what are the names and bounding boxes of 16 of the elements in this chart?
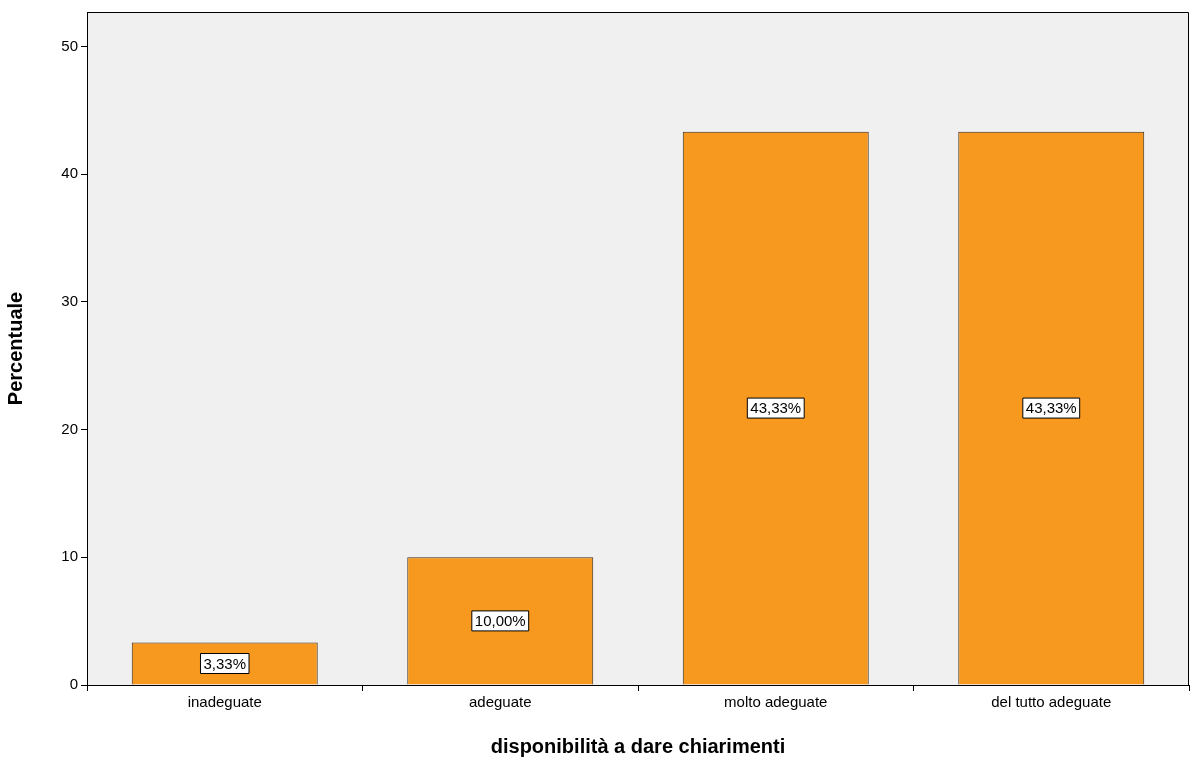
data-label: 3,33% — [203, 654, 247, 672]
y-tick-label: 0 — [69, 675, 78, 693]
y-tick-label: 30 — [61, 292, 78, 310]
x-tick-label: molto adeguate — [724, 693, 828, 711]
x-tick-label: adeguate — [468, 693, 532, 711]
y-tick-label: 50 — [61, 36, 78, 54]
data-label: 10,00% — [474, 612, 526, 630]
y-tick-label: 40 — [61, 164, 78, 182]
data-label: 43,33% — [750, 399, 802, 417]
data-label: 43,33% — [1025, 399, 1077, 417]
y-axis-title: Percentuale — [3, 291, 26, 406]
x-tick-label: inadeguate — [187, 693, 262, 711]
x-axis-title: disponibilità a dare chiarimenti — [490, 734, 786, 757]
y-tick-label: 20 — [61, 419, 78, 437]
x-tick-label: del tutto adeguate — [991, 693, 1112, 711]
y-tick-label: 10 — [61, 547, 78, 565]
